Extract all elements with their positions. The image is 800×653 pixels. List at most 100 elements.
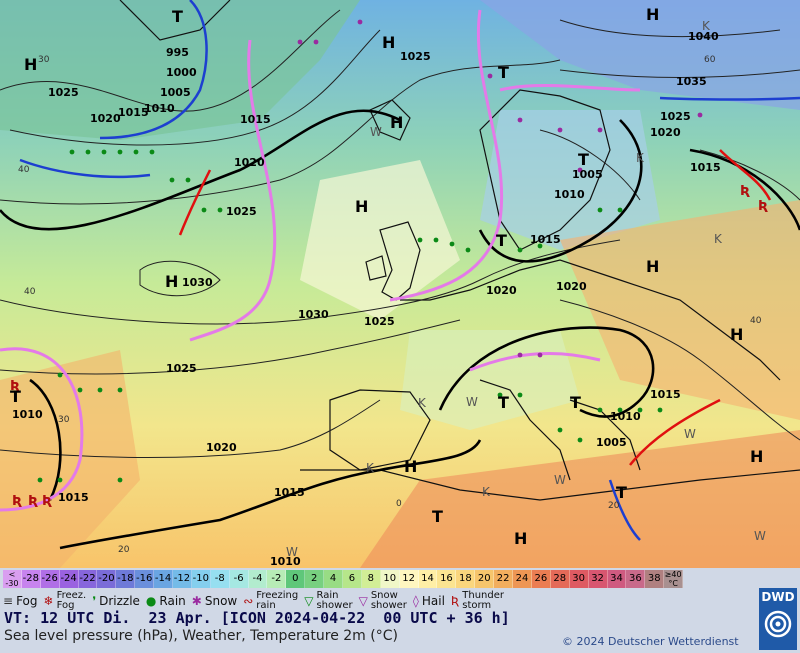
legend-label: Hail [421,594,445,608]
legend-item: ≡ Fog [3,594,38,608]
legend-label: Rain shower [316,590,353,611]
svg-text:H: H [750,447,763,466]
scale-cell: 16 [437,570,457,588]
svg-text:40: 40 [750,316,762,326]
svg-text:T: T [496,231,507,250]
scale-cell: 30 [569,570,589,588]
svg-text:T: T [498,393,509,412]
svg-text:1010: 1010 [554,188,585,201]
scale-cell: 24 [513,570,532,588]
svg-text:K: K [482,485,491,499]
svg-text:T: T [172,7,183,26]
freezing-rain-icon: ∾ [243,594,254,608]
svg-text:1015: 1015 [650,388,681,401]
legend-label: Thunder storm [462,590,504,611]
legend-item: ❄ Freez. Fog [44,591,87,611]
pressure-centers: H T H H H H T H T T H H T H T H T T H T [10,5,763,548]
svg-text:1000: 1000 [166,66,197,79]
weather-map: ƦƦ Ʀ Ʀ ƦƦ H T H H H H T H T T H H T H T H … [0,0,800,568]
scale-cell: 36 [626,570,646,588]
isotherm-labels: 30 40 40 30 20 0 20 60 40 [18,55,762,555]
svg-text:T: T [432,507,443,526]
scale-cell: -22 [78,570,98,588]
svg-text:W: W [754,529,766,543]
warm-fronts [178,149,772,466]
isobars [0,9,800,458]
svg-text:W: W [684,427,696,441]
legend-label: Rain [159,594,186,608]
scale-cell: 28 [550,570,570,588]
legend-label: Snow [204,594,238,608]
scale-cell: 14 [418,570,438,588]
svg-text:1030: 1030 [298,308,329,321]
svg-text:H: H [165,272,178,291]
svg-text:Ʀ: Ʀ [12,494,22,509]
svg-text:1020: 1020 [234,156,265,169]
freezing-fog-icon: ❄ [43,594,54,608]
svg-text:T: T [570,393,581,412]
svg-text:H: H [514,529,527,548]
legend-item: ✱ Snow [192,594,237,608]
svg-text:40: 40 [18,165,30,175]
svg-text:K: K [636,151,645,165]
svg-text:K: K [714,232,723,246]
svg-text:T: T [616,483,627,502]
scale-cell: -2 [267,570,287,588]
spiral-icon [764,610,792,638]
legend-label: Fog [16,594,38,608]
occluded-fronts [0,9,641,512]
legend-label: Freezing rain [256,590,299,611]
svg-text:0: 0 [396,499,402,509]
svg-text:1015: 1015 [690,161,721,174]
svg-text:1020: 1020 [206,441,237,454]
scale-cell: 26 [531,570,551,588]
scale-cell: < -30 [3,570,22,588]
scale-cell: 0 [286,570,306,588]
scale-cell: -28 [21,570,41,588]
svg-text:20: 20 [608,501,620,511]
scale-cell: 10 [380,570,400,588]
legend-item: ❜ Drizzle [92,594,140,608]
scale-cell: -20 [97,570,117,588]
valid-time: VT: 12 UTC Di. 23 Apr. [ICON 2024-04-22 … [4,609,510,627]
scale-cell: -12 [173,570,192,588]
svg-text:Ʀ: Ʀ [758,199,768,214]
hail-icon: ◊ [412,594,419,608]
svg-text:1020: 1020 [486,284,517,297]
svg-text:1010: 1010 [144,102,175,115]
svg-text:1010: 1010 [270,555,301,568]
svg-text:Ʀ: Ʀ [10,379,20,394]
scale-cell: 38 [645,570,665,588]
svg-text:1025: 1025 [364,315,395,328]
svg-text:1005: 1005 [160,86,191,99]
snow-symbols [297,19,703,358]
svg-text:1010: 1010 [610,410,641,423]
svg-text:1015: 1015 [274,486,305,499]
legend-item: ◊ Hail [413,594,445,608]
scale-cell: 20 [475,570,495,588]
svg-text:1025: 1025 [400,50,431,63]
svg-text:H: H [646,5,659,24]
legend-item: ▽ Snow shower [359,591,407,611]
fog-icon: ≡ [3,594,14,608]
temperature-color-scale: < -30 -28 -26 -24 -22 -20 -18 -16 -14 -12 -10 -8 -6-… [3,570,684,588]
bold-isobars [0,109,800,550]
scale-cell: 2 [305,570,325,588]
scale-cell: -4 [248,570,268,588]
svg-text:W: W [286,545,298,559]
snow-icon: ✱ [191,594,202,608]
svg-text:995: 995 [166,46,189,59]
svg-text:H: H [382,33,395,52]
scale-cell: 18 [456,570,476,588]
scale-cell: -26 [40,570,60,588]
svg-text:H: H [730,325,743,344]
svg-text:Ʀ: Ʀ [42,494,52,509]
dwd-logo: DWD [759,588,797,650]
weather-symbol-legend: ≡ Fog ❄ Freez. Fog ❜ Drizzle ● Rain ✱ Snow ∾ Freezi… [3,590,510,612]
legend-item: Ʀ Thunder storm [451,591,504,611]
svg-text:60: 60 [704,55,716,65]
svg-text:H: H [646,257,659,276]
svg-text:1025: 1025 [226,205,257,218]
snow-shower-icon: ▽ [358,594,368,608]
svg-text:W: W [554,473,566,487]
